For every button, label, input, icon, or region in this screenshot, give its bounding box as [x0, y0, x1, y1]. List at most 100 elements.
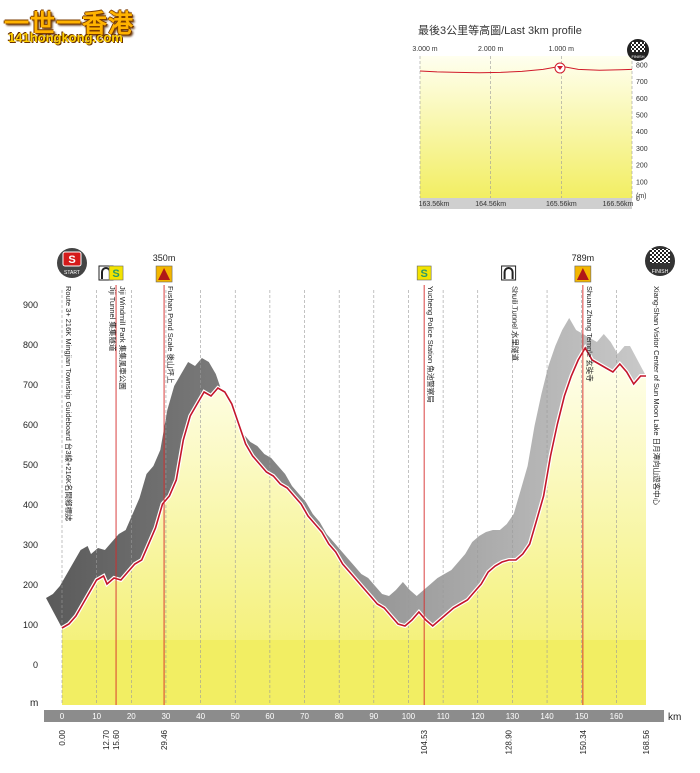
- marker-label: Shuan Zhang Temple 玄奘寺: [585, 286, 595, 382]
- inset-bottom-tick: 164.56km: [475, 201, 506, 208]
- inset-bottom-bar: [420, 198, 632, 209]
- inset-elevation-line: [419, 65, 633, 74]
- finish-label: FINISH: [652, 269, 669, 275]
- last-3km-profile: 163.56km 164.56km 165.56km 166.56km 3.000 m…: [412, 39, 649, 209]
- marker-km: 0.00: [58, 729, 67, 745]
- inset-finish-badge: FINISH: [627, 39, 649, 61]
- logo-title: 一世一香港: [4, 9, 135, 38]
- marker-label: Xiang-Shan Visitor Center of Sun Moon La…: [652, 286, 662, 506]
- y-tick-label: 600: [23, 420, 38, 430]
- terrain-fill: [62, 348, 646, 705]
- y-tick-label: 500: [23, 460, 38, 470]
- y-tick-label: 900: [23, 300, 38, 310]
- logo-url: 141hongkong.com: [8, 30, 123, 45]
- main-plot-base: [62, 640, 646, 705]
- x-tick-label: 20: [127, 712, 136, 721]
- route-line: [61, 346, 646, 629]
- inset-peak-marker: [554, 62, 566, 74]
- inset-top-tick: 1.000 m: [549, 46, 574, 53]
- x-tick-label: 40: [196, 712, 205, 721]
- main-x-tick-labels: 0 10 20 30 40 50 60 70 80 90 100 110 120 130 140 150 160: [60, 712, 624, 721]
- x-tick-label: 130: [506, 712, 520, 721]
- y-tick-label: 300: [23, 540, 38, 550]
- marker-km: 29.46: [160, 729, 169, 750]
- x-tick-label: 30: [161, 712, 170, 721]
- climb-icon: 350m: [153, 253, 176, 283]
- inset-background: [420, 56, 632, 198]
- inset-bottom-tick: 165.56km: [546, 201, 577, 208]
- climb-altitude: 789m: [572, 253, 595, 263]
- inset-gridlines: [419, 56, 633, 198]
- inset-y-tick-labels: 800 700 600 500 400 300 200 100 0: [636, 62, 648, 203]
- marker-km: 150.34: [579, 729, 588, 754]
- marker-km: 12.70: [102, 729, 111, 750]
- y-tick-label: 100: [23, 620, 38, 630]
- marker-km: 104.53: [420, 729, 429, 754]
- marker-label: Yucheng Police Station 魚池警察局: [426, 286, 436, 403]
- inset-y-tick: 100: [636, 179, 648, 186]
- start-badge: S START: [57, 248, 87, 278]
- inset-y-tick: 200: [636, 163, 648, 170]
- svg-text:S: S: [420, 268, 427, 280]
- inset-top-tick: 3.000 m: [412, 46, 437, 53]
- inset-y-tick: 400: [636, 129, 648, 136]
- inset-title: 最後3公里等高圖/Last 3km profile: [418, 25, 582, 37]
- y-tick-label: 200: [23, 580, 38, 590]
- y-tick-label: 700: [23, 380, 38, 390]
- inset-y-unit: (m): [636, 193, 647, 200]
- inset-y-tick: 500: [636, 112, 648, 119]
- inset-y-tick: 700: [636, 79, 648, 86]
- x-tick-label: 100: [402, 712, 416, 721]
- x-tick-label: 140: [540, 712, 554, 721]
- inset-top-tick-labels: 3.000 m 2.000 m 1.000 m: [412, 46, 574, 53]
- main-profile: 900 800 700 600 500 400 300 200 100 0 m 0 10 20 30 40…: [23, 246, 681, 754]
- marker-label: Route 3+ 216K Mingjian Township Guideboa…: [64, 286, 74, 522]
- x-tick-label: 80: [335, 712, 344, 721]
- tunnel-icon: [501, 265, 517, 281]
- x-tick-label: 160: [610, 712, 624, 721]
- x-tick-label: 90: [369, 712, 378, 721]
- inset-bottom-tick: 166.56km: [603, 201, 634, 208]
- inset-y-tick: 300: [636, 146, 648, 153]
- marker-km: 128.90: [505, 729, 514, 754]
- y-tick-label: 400: [23, 500, 38, 510]
- terrain-shadow: [46, 318, 646, 628]
- marker-km: 15.60: [112, 729, 121, 750]
- marker-label: Fushan Pond Scale 後山坪上: [166, 286, 176, 384]
- inset-bottom-tick-labels: 163.56km 164.56km 165.56km 166.56km: [419, 201, 634, 208]
- svg-text:S: S: [112, 268, 119, 280]
- sprint-icon: S: [108, 265, 124, 281]
- x-tick-label: 50: [231, 712, 240, 721]
- marker-km: 168.56: [642, 729, 651, 754]
- x-tick-label: 120: [471, 712, 485, 721]
- start-label: START: [64, 270, 80, 276]
- y-tick-label: 0: [33, 660, 38, 670]
- marker-icons: S 350m S 789m: [98, 253, 595, 283]
- climb-icon: 789m: [572, 253, 595, 283]
- y-tick-label: 800: [23, 340, 38, 350]
- inset-y-tick: 0: [636, 196, 640, 203]
- x-tick-label: 0: [60, 712, 65, 721]
- main-y-unit: m: [30, 698, 38, 709]
- inset-y-tick: 800: [636, 62, 648, 69]
- x-tick-label: 70: [300, 712, 309, 721]
- start-letter: S: [68, 254, 75, 266]
- finish-badge: FINISH: [645, 246, 675, 276]
- x-tick-label: 10: [92, 712, 101, 721]
- marker-km-labels: 0.00 12.70 15.60 29.46 104.53 128.90 150.34 168…: [58, 729, 651, 754]
- marker-label: Jiji Tunnel 集集隧道: [108, 286, 118, 352]
- inset-bottom-tick: 163.56km: [419, 201, 450, 208]
- marker-label: Shuili Tunnel 水里隧道: [511, 286, 521, 362]
- inset-top-tick: 2.000 m: [478, 46, 503, 53]
- main-vertical-gridlines: [61, 290, 617, 705]
- main-x-axis-bar: [44, 710, 664, 722]
- x-tick-label: 150: [575, 712, 589, 721]
- climb-altitude: 350m: [153, 253, 176, 263]
- sprint-icon: S: [416, 265, 432, 281]
- marker-vertical-lines: [115, 285, 584, 705]
- main-y-tick-labels: 900 800 700 600 500 400 300 200 100 0: [23, 300, 38, 670]
- x-tick-label: 60: [265, 712, 274, 721]
- x-tick-label: 110: [437, 712, 450, 721]
- inset-y-tick: 600: [636, 96, 648, 103]
